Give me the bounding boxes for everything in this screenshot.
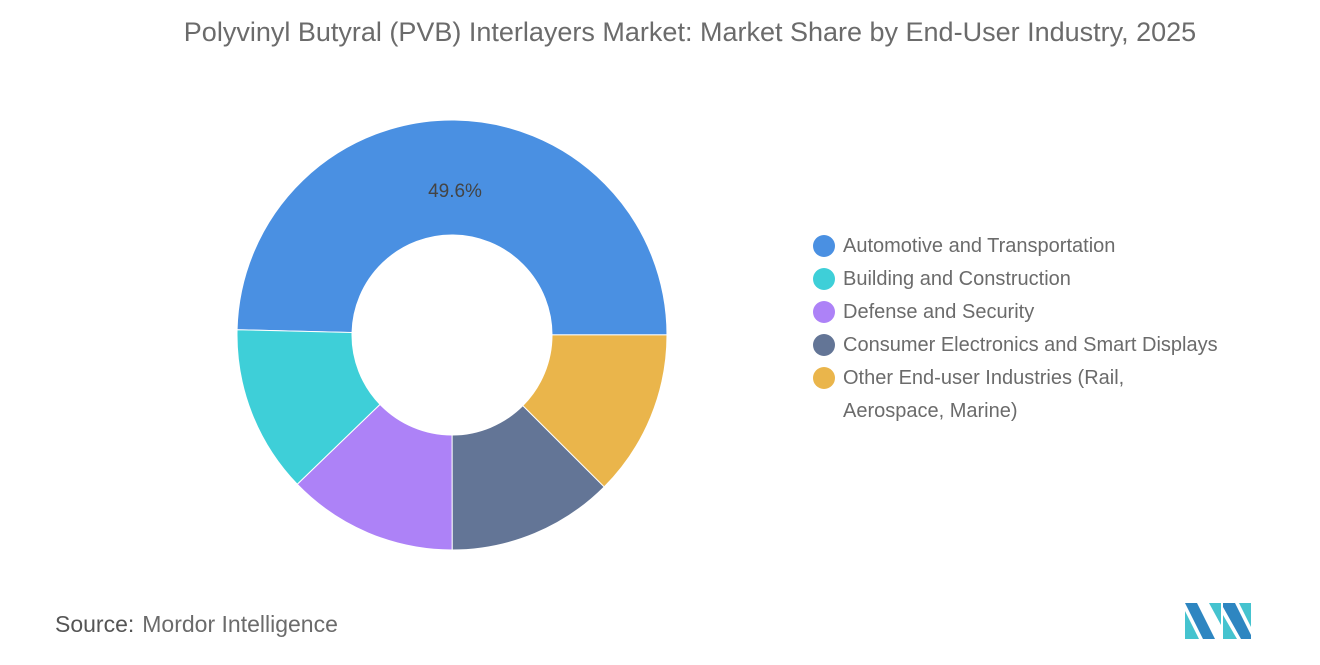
legend-swatch — [813, 301, 835, 323]
chart-title: Polyvinyl Butyral (PVB) Interlayers Mark… — [183, 17, 1197, 47]
source-note: Source: Mordor Intelligence — [55, 611, 338, 638]
legend-swatch — [813, 235, 835, 257]
legend-swatch — [813, 334, 835, 356]
legend-label: Consumer Electronics and Smart Displays — [843, 334, 1218, 356]
source-label: Source: — [55, 611, 135, 637]
legend-item: Other End-user Industries (Rail, Aerospa… — [813, 362, 1293, 428]
data-label-automotive: 49.6% — [428, 181, 482, 202]
legend-swatch — [813, 268, 835, 290]
legend-item: Automotive and Transportation — [813, 230, 1293, 263]
legend: Automotive and Transportation Building an… — [813, 230, 1293, 428]
mordor-logo — [1185, 603, 1251, 639]
legend-label: Other End-user Industries (Rail, Aerospa… — [843, 367, 1125, 422]
legend-item: Building and Construction — [813, 263, 1293, 296]
slice-building-and-construction — [236, 329, 381, 485]
donut-chart: 49.6% — [236, 119, 668, 551]
legend-item: Defense and Security — [813, 296, 1293, 329]
legend-label: Building and Construction — [843, 268, 1071, 290]
legend-swatch — [813, 367, 835, 389]
source-value: Mordor Intelligence — [142, 611, 338, 637]
legend-label: Defense and Security — [843, 301, 1035, 323]
legend-label: Automotive and Transportation — [843, 235, 1116, 257]
slice-defense-and-security — [296, 403, 453, 551]
slice-automotive-and-transportation — [236, 119, 668, 336]
legend-item: Consumer Electronics and Smart Displays — [813, 329, 1293, 362]
